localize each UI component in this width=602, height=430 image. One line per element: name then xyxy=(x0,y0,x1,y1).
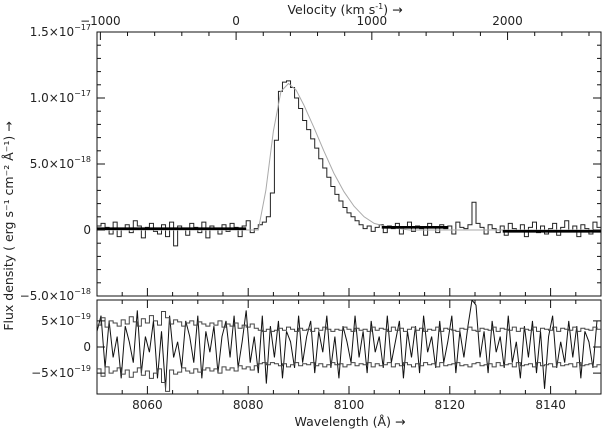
x-tick-label: 8140 xyxy=(535,398,566,412)
main-series-0 xyxy=(97,80,601,247)
residual-series-0 xyxy=(97,300,598,389)
velocity-tick-label: 2000 xyxy=(492,14,523,28)
velocity-tick-label: 1000 xyxy=(357,14,388,28)
main-y-tick-label: 1.5×10−17 xyxy=(30,23,91,39)
main-y-tick-label: 5.0×10−18 xyxy=(30,155,91,171)
main-y-tick-label: 0 xyxy=(83,223,91,237)
main-panel-data xyxy=(97,80,601,247)
velocity-tick-label: −1000 xyxy=(80,14,121,28)
top-axis-title-superscript: -1 xyxy=(375,2,383,11)
velocity-tick-label: 0 xyxy=(232,14,240,28)
residual-y-tick-label: −5×10−19 xyxy=(31,364,91,380)
residual-y-tick-label: 0 xyxy=(83,340,91,354)
x-axis-title: Wavelength (Å) → xyxy=(295,414,406,429)
x-tick-label: 8080 xyxy=(233,398,264,412)
residual-y-tick-label: 5×10−19 xyxy=(41,312,91,328)
main-panel-frame xyxy=(96,31,602,297)
main-y-tick-label: 1.0×10−17 xyxy=(30,89,91,105)
y-axis-title: Flux density ( erg s⁻¹ cm⁻² Å⁻¹) → xyxy=(1,121,16,330)
residual-panel-data xyxy=(97,300,601,392)
main-y-tick-label: −5.0×10−18 xyxy=(20,287,91,303)
x-tick-label: 8060 xyxy=(132,398,163,412)
x-tick-label: 8120 xyxy=(435,398,466,412)
residual-series-2 xyxy=(97,362,601,392)
residual-series-1 xyxy=(97,310,601,332)
top-axis-title: Velocity (km s-1) → xyxy=(287,2,402,17)
x-tick-label: 8100 xyxy=(334,398,365,412)
axes-layer: 8060 8080 8100 8120 8140 −1000 0 1000 2000 −5.0×1… xyxy=(20,14,602,412)
main-series-1 xyxy=(97,82,601,231)
